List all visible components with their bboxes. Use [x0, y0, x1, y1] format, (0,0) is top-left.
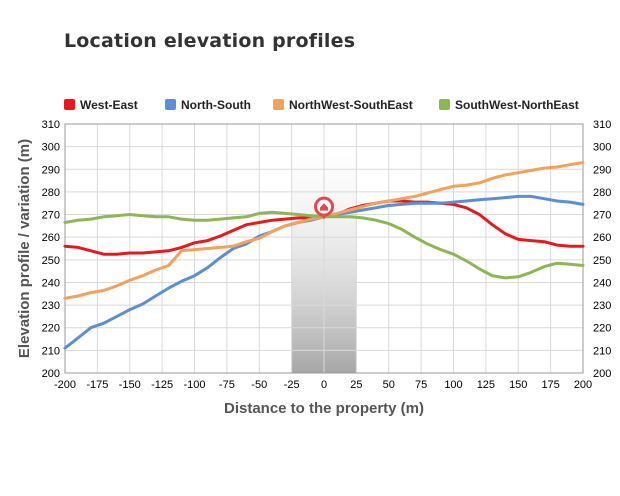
legend: West-East North-South NorthWest-SouthEast S…: [64, 98, 579, 112]
x-tick-label: -50: [251, 379, 267, 391]
x-tick-label: 50: [383, 379, 395, 391]
x-tick-label: -25: [284, 379, 300, 391]
x-tick-label: 75: [415, 379, 427, 391]
x-axis: -200 -175 -150 -125 -100 -75 -50 -25 0 25 50 75 100 1…: [54, 379, 592, 391]
y-tick-label-right: 300: [593, 142, 611, 154]
legend-label: NorthWest-SouthEast: [289, 98, 413, 112]
y-tick-label-right: 200: [593, 368, 611, 380]
y-tick-label-left: 220: [42, 323, 60, 335]
grid: [64, 123, 584, 374]
legend-item-north-south[interactable]: North-South: [165, 98, 251, 112]
x-tick-label: 0: [321, 379, 327, 391]
y-axis-title: Elevation profile / variation (m): [16, 139, 33, 358]
y-tick-label-left: 290: [42, 164, 60, 176]
legend-label: West-East: [80, 98, 138, 112]
y-tick-label-left: 200: [42, 368, 60, 380]
y-tick-label-right: 290: [593, 164, 611, 176]
y-tick-label-right: 280: [593, 187, 611, 199]
y-tick-label-right: 230: [593, 300, 611, 312]
y-tick-label-right: 270: [593, 210, 611, 222]
legend-label: North-South: [181, 98, 251, 112]
x-tick-label: 100: [444, 379, 462, 391]
x-tick-label: 150: [509, 379, 527, 391]
x-tick-label: 175: [541, 379, 559, 391]
x-tick-label: -75: [219, 379, 235, 391]
x-tick-label: -100: [183, 379, 205, 391]
y-axis-left: 200 210 220 230 240 250 260 270 280 290 300 310: [42, 119, 60, 380]
legend-item-southwest-northeast[interactable]: SouthWest-NorthEast: [439, 98, 579, 112]
y-tick-label-left: 210: [42, 345, 60, 357]
y-tick-label-right: 250: [593, 255, 611, 267]
x-tick-label: -150: [119, 379, 141, 391]
y-axis-right: 200 210 220 230 240 250 260 270 280 290 300 310: [593, 119, 611, 380]
x-tick-label: -175: [86, 379, 108, 391]
page-title: Location elevation profiles: [64, 30, 356, 52]
y-tick-label-left: 270: [42, 210, 60, 222]
y-tick-label-left: 260: [42, 232, 60, 244]
y-tick-label-left: 230: [42, 300, 60, 312]
property-marker[interactable]: [314, 196, 334, 220]
legend-item-northwest-southeast[interactable]: NorthWest-SouthEast: [273, 98, 413, 112]
plot-frame: [64, 123, 584, 374]
home-pin-icon[interactable]: [314, 196, 334, 220]
legend-swatch: [439, 99, 450, 110]
y-tick-label-left: 240: [42, 277, 60, 289]
y-tick-label-left: 300: [42, 142, 60, 154]
home-icon: [320, 203, 328, 211]
legend-label: SouthWest-NorthEast: [455, 98, 579, 112]
x-axis-title: Distance to the property (m): [224, 400, 424, 417]
x-tick-label: 25: [350, 379, 362, 391]
x-tick-label: 125: [477, 379, 495, 391]
x-tick-label: -200: [54, 379, 76, 391]
legend-swatch: [64, 99, 75, 110]
y-tick-label-left: 310: [42, 119, 60, 131]
y-tick-label-right: 310: [593, 119, 611, 131]
y-tick-label-right: 220: [593, 323, 611, 335]
y-tick-label-right: 260: [593, 232, 611, 244]
legend-swatch: [165, 99, 176, 110]
y-tick-label-left: 250: [42, 255, 60, 267]
legend-item-west-east[interactable]: West-East: [64, 98, 138, 112]
x-tick-label: -125: [151, 379, 173, 391]
x-tick-label: 200: [574, 379, 592, 391]
y-tick-label-right: 240: [593, 277, 611, 289]
legend-swatch: [273, 99, 284, 110]
y-tick-label-right: 210: [593, 345, 611, 357]
y-tick-label-left: 280: [42, 187, 60, 199]
